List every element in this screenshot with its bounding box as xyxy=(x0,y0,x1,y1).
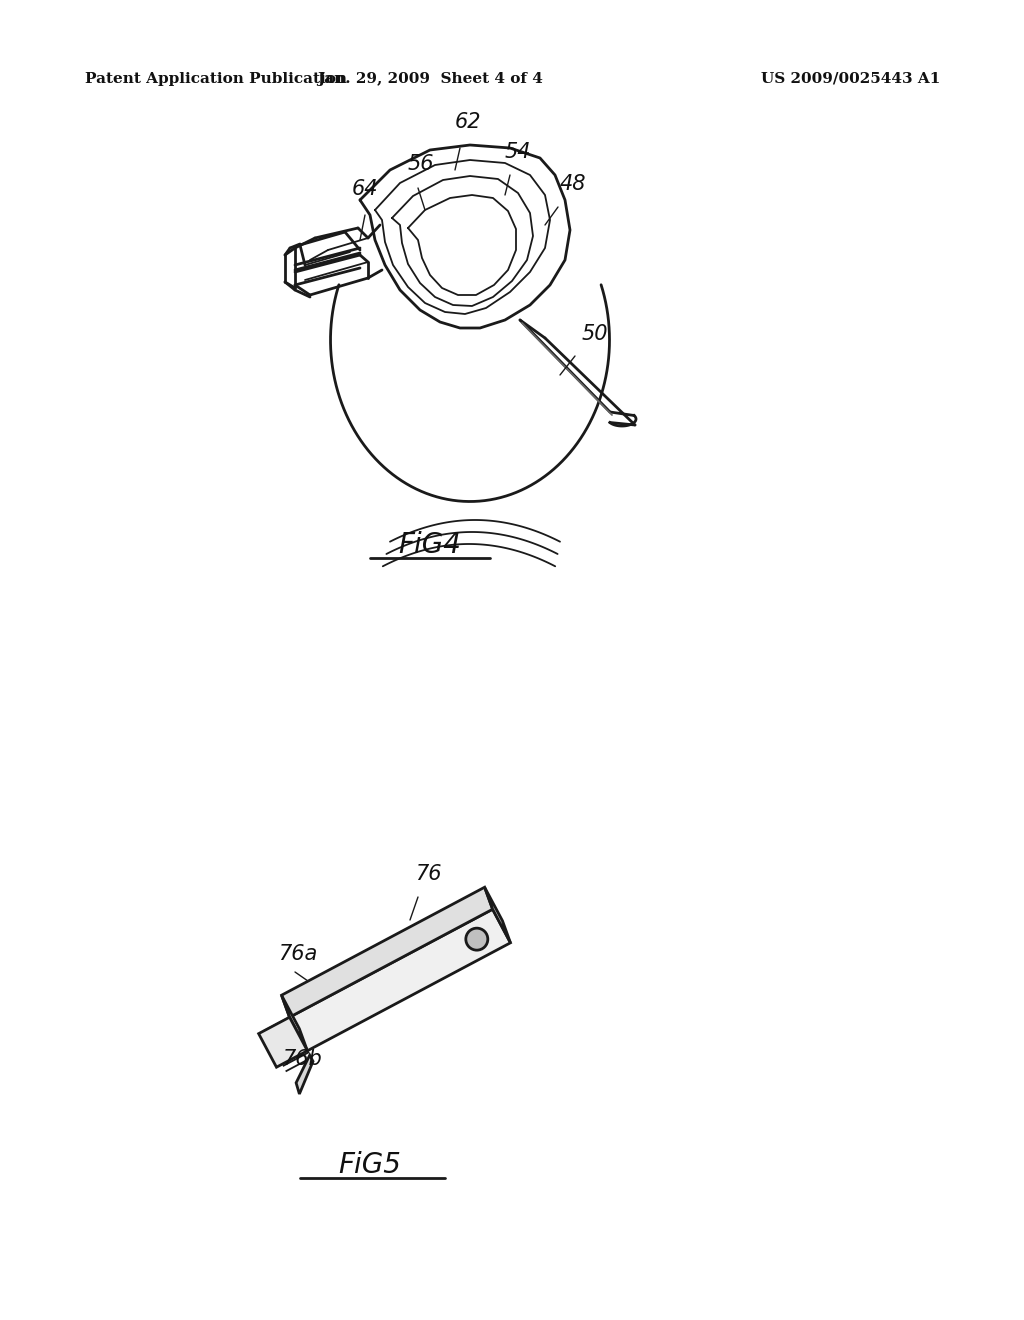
Polygon shape xyxy=(484,887,510,942)
Text: Patent Application Publication: Patent Application Publication xyxy=(85,73,347,86)
Polygon shape xyxy=(290,909,510,1051)
Text: 64: 64 xyxy=(352,180,379,199)
Polygon shape xyxy=(282,887,493,1018)
Text: 54: 54 xyxy=(505,143,531,162)
Text: Jan. 29, 2009  Sheet 4 of 4: Jan. 29, 2009 Sheet 4 of 4 xyxy=(317,73,543,86)
Text: 50: 50 xyxy=(582,323,608,345)
Ellipse shape xyxy=(466,928,487,950)
Text: 76: 76 xyxy=(415,865,441,884)
Polygon shape xyxy=(282,995,307,1051)
Polygon shape xyxy=(259,1018,307,1067)
Text: US 2009/0025443 A1: US 2009/0025443 A1 xyxy=(761,73,940,86)
Text: 76b: 76b xyxy=(282,1049,322,1069)
Text: 62: 62 xyxy=(455,112,481,132)
Text: 48: 48 xyxy=(560,174,587,194)
Text: 76a: 76a xyxy=(278,944,317,964)
Text: 56: 56 xyxy=(408,154,434,174)
Text: FiG5: FiG5 xyxy=(339,1151,401,1179)
Polygon shape xyxy=(296,1055,313,1094)
Text: FiG4: FiG4 xyxy=(398,531,462,558)
